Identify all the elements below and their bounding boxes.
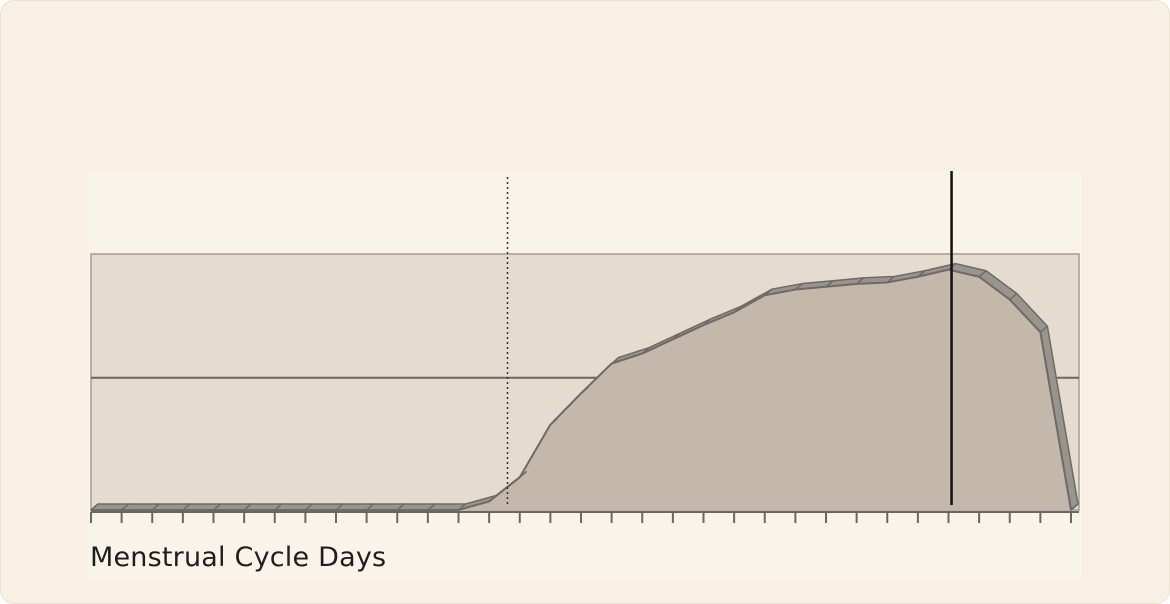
ribbon-facet-10 bbox=[366, 503, 375, 511]
x-axis-label: Menstrual Cycle Days bbox=[90, 542, 387, 573]
ribbon-facet-17 bbox=[580, 386, 589, 394]
ribbon-facet-13 bbox=[458, 503, 466, 511]
series-area bbox=[91, 269, 1071, 510]
ribbon-facet-30 bbox=[978, 270, 987, 278]
ribbon-facet-11 bbox=[396, 503, 405, 511]
ribbon-facet-1 bbox=[90, 503, 99, 511]
ribbon-facet-21 bbox=[703, 318, 711, 326]
ribbon-segments bbox=[90, 263, 1079, 511]
ribbon-facet-22 bbox=[733, 305, 742, 313]
ribbon-facet-25 bbox=[825, 280, 834, 288]
ribbon-facet-2 bbox=[121, 503, 130, 511]
ribbon-facet-19 bbox=[641, 346, 650, 355]
ribbon-facet-6 bbox=[243, 503, 252, 511]
ribbon-facet-28 bbox=[917, 270, 926, 278]
ribbon-facet-5 bbox=[213, 503, 221, 511]
ribbon-facet-31 bbox=[1009, 292, 1018, 301]
ribbon-facet-15 bbox=[519, 470, 528, 478]
ribbon-facet-26 bbox=[856, 277, 865, 285]
ribbon-facet-32 bbox=[1039, 325, 1048, 333]
x-ticks bbox=[90, 512, 1072, 523]
ribbon-facet-18 bbox=[611, 356, 620, 365]
ribbon-facet-16 bbox=[549, 418, 558, 426]
ribbon-facet-9 bbox=[335, 503, 344, 511]
ribbon-facet-7 bbox=[274, 503, 283, 511]
ribbon-facet-20 bbox=[672, 332, 681, 340]
ribbon-facet-12 bbox=[427, 503, 436, 511]
ribbon-facet-4 bbox=[182, 503, 191, 511]
ribbon-facet-33 bbox=[1070, 503, 1079, 511]
ribbon-facet-24 bbox=[794, 282, 803, 291]
ribbon-facet-8 bbox=[304, 503, 313, 511]
ribbon-facet-3 bbox=[151, 503, 160, 511]
ribbon-facet-23 bbox=[764, 288, 773, 296]
ribbon-facet-14 bbox=[488, 494, 497, 503]
ribbon-facet-27 bbox=[886, 275, 895, 284]
